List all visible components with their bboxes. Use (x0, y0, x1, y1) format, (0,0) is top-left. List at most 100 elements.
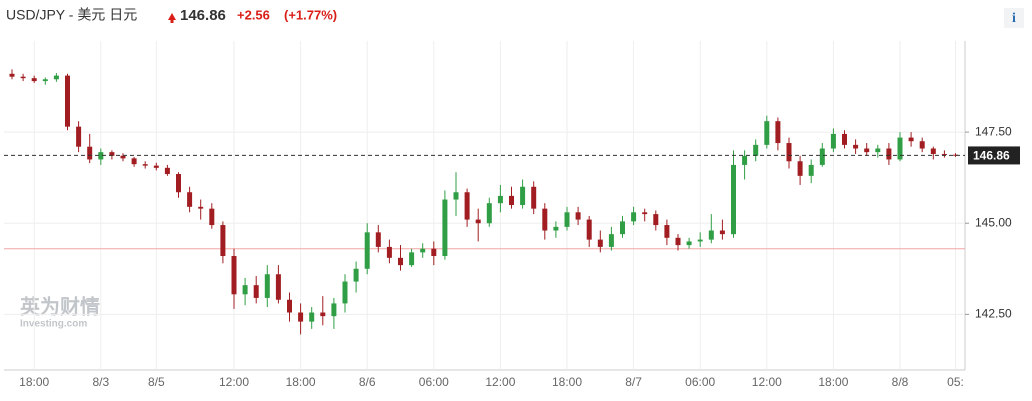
candle-body (553, 226, 559, 231)
candle-body (231, 256, 237, 295)
candle-body (65, 75, 70, 127)
candle-body (76, 126, 82, 147)
candle-body (764, 121, 770, 145)
candle-body (364, 232, 370, 269)
watermark: Investing.com (20, 319, 87, 330)
x-tick-label: 18:00 (818, 375, 848, 389)
candle-body (309, 312, 315, 322)
candle-body (287, 299, 292, 313)
candle-body (897, 137, 903, 160)
last-price-box (968, 146, 1020, 165)
x-tick-label: 8/5 (148, 375, 165, 389)
candle-body (87, 146, 93, 160)
candle-body (187, 192, 193, 207)
candle-body (853, 144, 859, 149)
candle-body (98, 152, 104, 160)
candle-body (742, 155, 748, 165)
last-price: 146.86 (180, 7, 226, 24)
x-tick-label: 12:00 (752, 375, 782, 389)
candle-body (531, 186, 537, 209)
candle-body (586, 219, 592, 240)
candle-body (464, 192, 470, 220)
candle-body (608, 234, 614, 247)
y-tick-label: 142.50 (975, 307, 1012, 321)
candle-body (708, 230, 714, 240)
change-percent: (+1.77%) (284, 7, 337, 22)
candle-body (753, 144, 759, 156)
candle-body (9, 73, 15, 77)
candle-body (830, 133, 836, 149)
candle-body (453, 192, 459, 200)
candle-body (697, 239, 703, 242)
x-tick-label: 12:00 (219, 375, 249, 389)
candle-body (542, 208, 548, 231)
candle-body (775, 121, 781, 144)
candle-body (420, 248, 426, 253)
candle-body (176, 174, 181, 193)
candle-body (164, 167, 170, 175)
candle-body (42, 79, 48, 82)
candle-body (275, 274, 281, 300)
chart-title: USD/JPY - 美元 日元 (6, 7, 137, 23)
candle-body (819, 148, 825, 165)
candle-body (930, 148, 936, 154)
last-price-label: 146.86 (973, 149, 1010, 163)
info-button[interactable] (1004, 8, 1024, 28)
candle-body (242, 285, 248, 295)
candle-body (842, 133, 847, 145)
candle-body (298, 312, 304, 322)
candle-body (153, 165, 159, 168)
candle-body (53, 75, 59, 80)
candle-body (953, 154, 958, 156)
candle-body (664, 225, 670, 238)
y-tick-label: 145.00 (975, 215, 1012, 229)
candle-body (198, 206, 204, 209)
candle-body (209, 208, 215, 226)
x-tick-label: 18:00 (552, 375, 582, 389)
candle-body (653, 214, 659, 226)
candle-body (919, 141, 925, 149)
candle-body (509, 195, 514, 205)
candle-body (353, 268, 359, 282)
x-tick-label: 05: (947, 375, 964, 389)
x-tick-label: 06:00 (685, 375, 715, 389)
candle-body (131, 158, 137, 165)
candle-body (864, 148, 870, 153)
y-tick-label: 147.50 (975, 124, 1012, 138)
candle-body (120, 155, 126, 159)
candle-body (475, 219, 481, 224)
candle-body (597, 239, 603, 247)
candle-body (31, 78, 37, 82)
candle-body (431, 248, 437, 257)
candle-body (797, 161, 803, 176)
candle-body (686, 241, 692, 246)
x-tick-label: 8/8 (892, 375, 909, 389)
change: +2.56 (237, 7, 270, 22)
candle-body (575, 212, 581, 220)
candle-body (941, 153, 947, 155)
candle-body (253, 285, 259, 298)
info-icon[interactable]: i (1012, 11, 1016, 26)
candle-body (620, 221, 625, 235)
candle-body (719, 230, 725, 235)
x-tick-label: 8/3 (92, 375, 109, 389)
candle-body (409, 252, 415, 266)
candle-body (786, 143, 792, 162)
candle-body (486, 203, 492, 224)
candle-body (908, 137, 914, 142)
candle-body (886, 148, 892, 160)
candle-body (398, 257, 403, 266)
candle-body (731, 164, 736, 235)
candle-body (675, 237, 681, 246)
x-tick-label: 8/6 (359, 375, 376, 389)
candle-body (220, 225, 226, 257)
candle-body (331, 303, 337, 317)
candle-body (808, 164, 814, 176)
candle-body (20, 76, 26, 79)
candle-body (631, 212, 637, 222)
x-tick-label: 06:00 (419, 375, 449, 389)
candle-body (564, 212, 570, 227)
candle-body (520, 186, 526, 205)
candle-body (497, 195, 503, 204)
